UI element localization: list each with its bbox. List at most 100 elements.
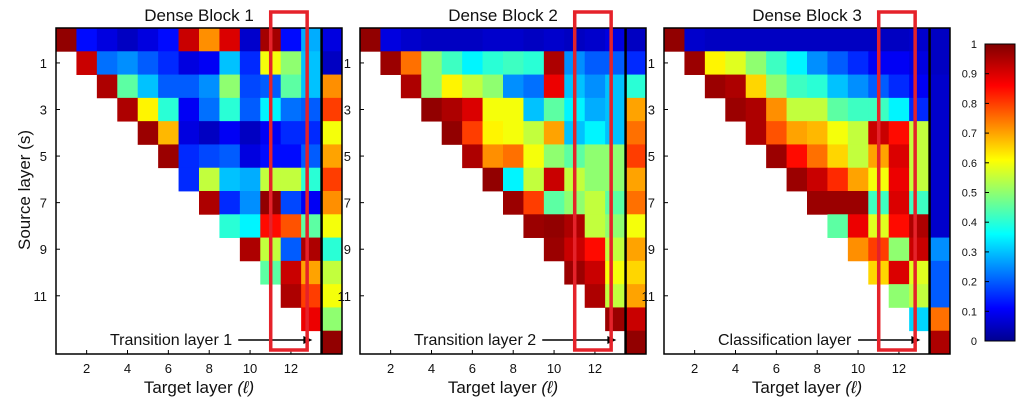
heatmap-cell bbox=[158, 74, 179, 99]
heatmap-cell bbox=[909, 307, 930, 332]
heatmap-cell bbox=[888, 74, 910, 99]
panel-title: Dense Block 1 bbox=[144, 6, 254, 25]
heatmap-cell bbox=[605, 214, 626, 238]
heatmap-cell bbox=[827, 74, 849, 99]
x-tick-label: 8 bbox=[814, 361, 821, 376]
heatmap-cell bbox=[605, 191, 626, 215]
x-tick-label: 2 bbox=[83, 361, 90, 376]
heatmap-cell bbox=[301, 121, 322, 145]
heatmap-cell bbox=[847, 97, 869, 122]
heatmap-cell bbox=[421, 97, 443, 122]
heatmap-cell bbox=[117, 28, 139, 52]
heatmap-cell bbox=[117, 97, 139, 122]
heatmap-cell bbox=[766, 97, 787, 122]
heatmap-cell bbox=[178, 144, 200, 169]
heatmap-cell bbox=[704, 51, 726, 75]
heatmap-cell bbox=[584, 144, 606, 169]
x-axis-label: Target layer (ℓ) bbox=[752, 378, 862, 397]
heatmap-cell bbox=[786, 97, 808, 122]
y-tick-label: 7 bbox=[40, 196, 47, 211]
heatmap-cell bbox=[888, 191, 910, 215]
heatmap-cell bbox=[239, 121, 261, 145]
colorbar-tick-label: 0.8 bbox=[962, 98, 977, 110]
heatmap-cell bbox=[76, 51, 98, 75]
heatmap-cell bbox=[321, 121, 343, 145]
heatmap-cell bbox=[625, 144, 647, 169]
heatmap-cell bbox=[786, 28, 808, 52]
colorbar-tick-label: 0.2 bbox=[962, 277, 977, 289]
heatmap-cell bbox=[888, 121, 910, 145]
colorbar-tick-label: 1 bbox=[971, 39, 977, 51]
heatmap-cell bbox=[321, 167, 343, 192]
heatmap-cell bbox=[909, 191, 930, 215]
heatmap-cell bbox=[807, 28, 828, 52]
x-tick-label: 4 bbox=[428, 361, 435, 376]
heatmap-cell bbox=[745, 28, 767, 52]
heatmap-cell bbox=[625, 307, 647, 332]
heatmap-cell bbox=[360, 28, 381, 52]
colorbar-tick-label: 0.4 bbox=[962, 217, 977, 229]
heatmap-cell bbox=[503, 74, 524, 99]
heatmap-cell bbox=[725, 74, 747, 99]
x-axis-label-symbol: (ℓ) bbox=[845, 378, 862, 397]
x-axis-label-symbol: (ℓ) bbox=[541, 378, 558, 397]
x-tick-label: 8 bbox=[510, 361, 517, 376]
heatmap-cell bbox=[441, 51, 463, 75]
heatmap-cell bbox=[523, 191, 545, 215]
heatmap-cell bbox=[421, 51, 443, 75]
heatmap-cell bbox=[321, 51, 343, 75]
heatmap-cell bbox=[239, 214, 261, 238]
heatmap-cell bbox=[543, 74, 565, 99]
heatmap-cell bbox=[380, 51, 402, 75]
heatmap-cell bbox=[847, 214, 869, 238]
heatmap-cell bbox=[523, 144, 545, 169]
x-axis-label-symbol: (ℓ) bbox=[237, 378, 254, 397]
heatmap-cell bbox=[321, 97, 343, 122]
heatmap-cell bbox=[847, 28, 869, 52]
heatmap-cell bbox=[178, 121, 200, 145]
heatmap-cell bbox=[584, 284, 606, 308]
heatmap-cell bbox=[421, 28, 443, 52]
heatmap-cell bbox=[321, 144, 343, 169]
heatmap-cell bbox=[301, 74, 322, 99]
heatmap-cell bbox=[745, 121, 767, 145]
heatmap-cell bbox=[847, 167, 869, 192]
heatmap-cell bbox=[766, 121, 787, 145]
heatmap-cell bbox=[76, 28, 98, 52]
y-tick-label: 9 bbox=[344, 242, 351, 257]
heatmap-cell bbox=[929, 167, 951, 192]
heatmap-cell bbox=[605, 74, 626, 99]
heatmap-cell bbox=[827, 214, 849, 238]
heatmap-cell bbox=[786, 51, 808, 75]
heatmap-cell bbox=[786, 121, 808, 145]
heatmap-cell bbox=[219, 28, 241, 52]
heatmap-cell bbox=[321, 330, 343, 355]
x-axis-label: Target layer (ℓ) bbox=[448, 378, 558, 397]
colorbar-tick-label: 0.1 bbox=[962, 306, 977, 318]
heatmap-cell bbox=[301, 167, 322, 192]
y-tick-label: 11 bbox=[34, 289, 48, 304]
heatmap-cell bbox=[605, 284, 626, 308]
heatmap-cell bbox=[827, 121, 849, 145]
heatmap-cell bbox=[766, 51, 787, 75]
heatmap-cell bbox=[462, 74, 483, 99]
heatmap-cell bbox=[280, 237, 302, 262]
heatmap-cell bbox=[178, 97, 200, 122]
panel-1: Dense Block 1 1 3 5 7 9 11 2 4 6 8 10 12 Target layer… bbox=[34, 6, 343, 397]
heatmap-cell bbox=[605, 28, 626, 52]
heatmap-cell bbox=[503, 97, 524, 122]
heatmap-cell bbox=[239, 28, 261, 52]
heatmap-cell bbox=[543, 51, 565, 75]
heatmap-cell bbox=[625, 237, 647, 262]
heatmap-cell bbox=[400, 28, 422, 52]
heatmap-cell bbox=[929, 74, 951, 99]
annotation-label: Classification layer bbox=[718, 332, 852, 349]
heatmap-cell bbox=[584, 74, 606, 99]
heatmap-cell bbox=[584, 260, 606, 285]
heatmap-cell bbox=[239, 237, 261, 262]
heatmap-cell bbox=[929, 307, 951, 332]
heatmap-cell bbox=[684, 51, 706, 75]
heatmap-cell bbox=[888, 260, 910, 285]
heatmap-cell bbox=[421, 74, 443, 99]
heatmap-cell bbox=[605, 260, 626, 285]
